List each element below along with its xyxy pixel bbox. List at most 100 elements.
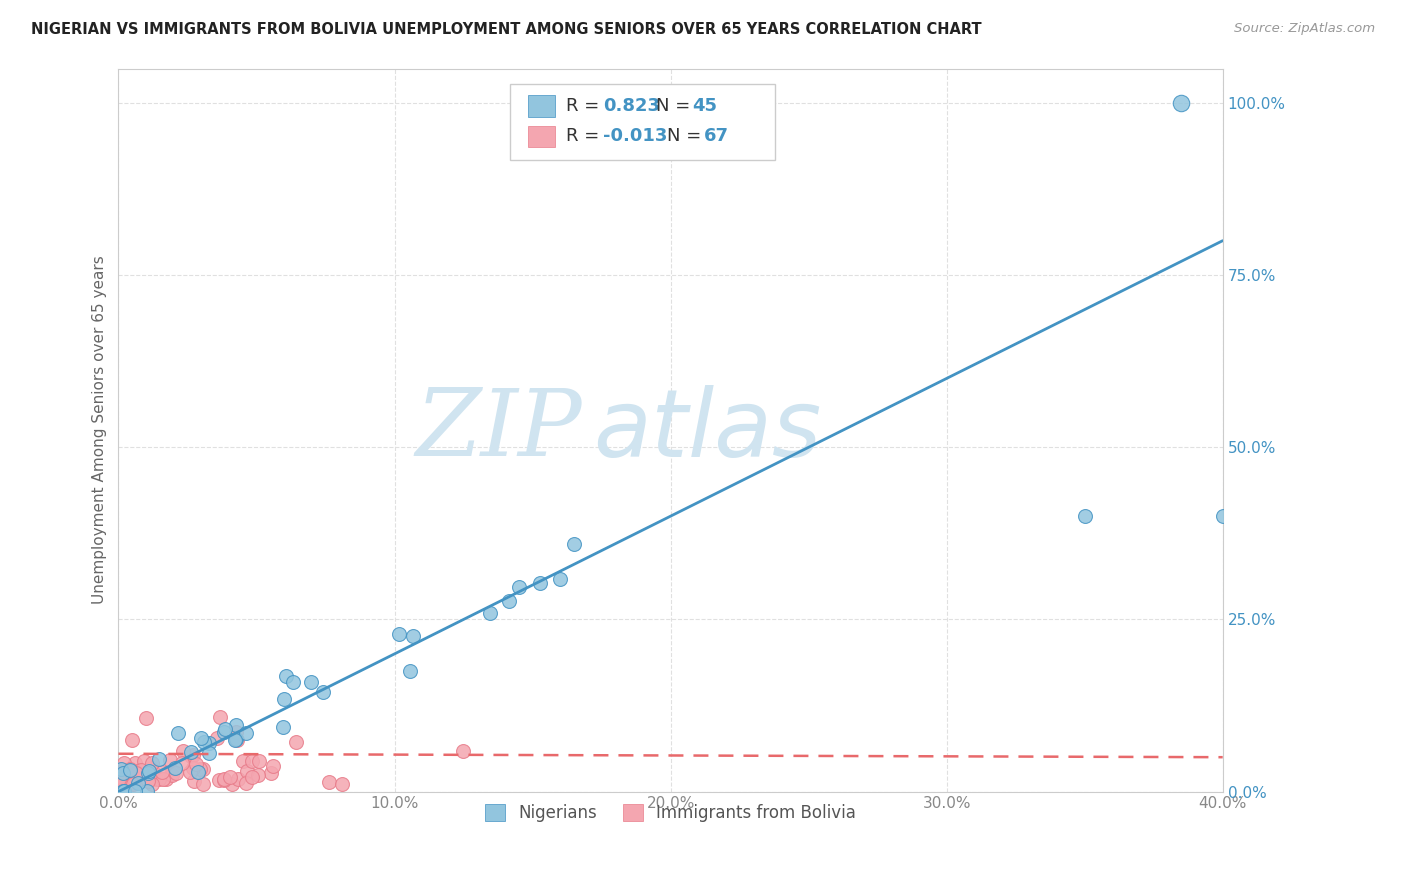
Point	[214, 722, 236, 736]
Text: NIGERIAN VS IMMIGRANTS FROM BOLIVIA UNEMPLOYMENT AMONG SENIORS OVER 65 YEARS COR: NIGERIAN VS IMMIGRANTS FROM BOLIVIA UNEM…	[31, 22, 981, 37]
Point	[121, 732, 143, 747]
Text: R =: R =	[565, 128, 605, 145]
Point	[562, 537, 585, 551]
Point	[183, 774, 205, 789]
Point	[172, 744, 194, 758]
Point	[125, 766, 148, 780]
Point	[508, 580, 530, 594]
Point	[226, 772, 249, 786]
Point	[183, 761, 205, 775]
Text: R =: R =	[565, 97, 605, 115]
Point	[108, 772, 131, 786]
Point	[111, 766, 134, 780]
Point	[226, 733, 249, 747]
Point	[132, 771, 155, 785]
Text: 0.823: 0.823	[603, 97, 661, 115]
Point	[136, 765, 159, 780]
Point	[108, 770, 131, 784]
Point	[181, 747, 204, 762]
Point	[148, 752, 170, 766]
Point	[138, 764, 160, 779]
Point	[225, 725, 247, 739]
Point	[160, 768, 183, 782]
Point	[132, 754, 155, 768]
Point	[235, 776, 257, 790]
Point	[205, 731, 228, 745]
Point	[186, 757, 208, 772]
Point	[1073, 509, 1095, 524]
Point	[225, 731, 247, 746]
Point	[172, 756, 194, 770]
Y-axis label: Unemployment Among Seniors over 65 years: Unemployment Among Seniors over 65 years	[93, 256, 107, 605]
Point	[127, 775, 149, 789]
Point	[111, 784, 134, 798]
Point	[284, 734, 307, 748]
Point	[180, 745, 202, 759]
Point	[242, 770, 264, 784]
Point	[247, 768, 270, 782]
Text: Source: ZipAtlas.com: Source: ZipAtlas.com	[1234, 22, 1375, 36]
Point	[187, 765, 209, 780]
Point	[399, 664, 422, 678]
Point	[120, 763, 142, 777]
Point	[108, 766, 131, 780]
Point	[165, 761, 187, 775]
Point	[260, 766, 283, 780]
Point	[112, 774, 135, 789]
Point	[240, 754, 263, 768]
Point	[221, 776, 243, 790]
Point	[141, 761, 163, 775]
Point	[193, 762, 215, 776]
Text: N =: N =	[657, 97, 696, 115]
Point	[180, 748, 202, 763]
Point	[179, 764, 201, 779]
Point	[262, 759, 284, 773]
Point	[141, 756, 163, 770]
Point	[273, 692, 295, 706]
Point	[191, 776, 214, 790]
Text: N =: N =	[668, 128, 707, 145]
Bar	[529, 126, 554, 147]
Point	[150, 765, 173, 780]
Point	[402, 629, 425, 643]
Point	[299, 675, 322, 690]
Point	[110, 769, 132, 783]
Point	[138, 773, 160, 788]
Point	[318, 774, 340, 789]
Point	[218, 770, 240, 784]
Point	[124, 756, 146, 770]
Text: atlas: atlas	[593, 384, 821, 475]
Point	[311, 685, 333, 699]
Point	[236, 764, 259, 778]
Point	[274, 669, 297, 683]
Point	[190, 762, 212, 776]
Text: -0.013: -0.013	[603, 128, 668, 145]
Point	[548, 572, 571, 586]
Point	[451, 744, 474, 758]
Point	[273, 720, 295, 734]
Point	[148, 772, 170, 786]
Bar	[529, 95, 554, 117]
Point	[529, 576, 551, 591]
Point	[135, 784, 157, 798]
Point	[120, 762, 142, 776]
Point	[122, 776, 145, 790]
Point	[124, 784, 146, 798]
Point	[159, 767, 181, 781]
Point	[1212, 509, 1234, 524]
Text: ZIP: ZIP	[416, 385, 582, 475]
Point	[165, 765, 187, 780]
Point	[142, 764, 165, 779]
Point	[129, 763, 152, 777]
Point	[247, 754, 270, 768]
Point	[121, 777, 143, 791]
Point	[232, 754, 254, 768]
Point	[212, 725, 235, 739]
Point	[193, 735, 215, 749]
Point	[281, 674, 304, 689]
Point	[498, 594, 520, 608]
Point	[198, 746, 221, 760]
Point	[1170, 95, 1192, 110]
Point	[388, 627, 411, 641]
Point	[330, 777, 353, 791]
